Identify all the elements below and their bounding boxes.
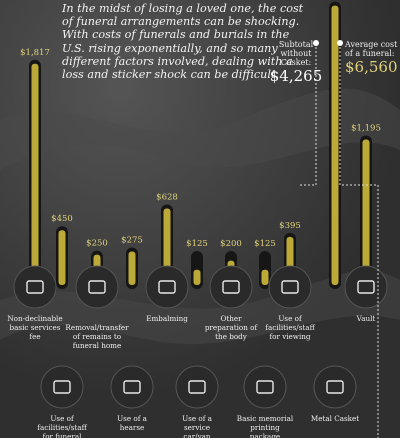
category-label: Metal Casket xyxy=(311,414,359,423)
bar-value-label: $275 xyxy=(121,236,143,246)
bar-value-label: $395 xyxy=(279,221,301,231)
subtotal-value: $4,265 xyxy=(269,67,323,85)
embalming-table-icon xyxy=(158,280,176,294)
category-icon-circle xyxy=(13,265,57,309)
bar-value-label: $1,817 xyxy=(20,48,50,58)
category-icon-circle xyxy=(175,365,219,409)
category-icon-circle xyxy=(40,365,84,409)
casket-icon xyxy=(326,380,344,394)
category-label: Vault xyxy=(356,314,376,323)
bills-icon xyxy=(26,280,44,294)
average-dot xyxy=(337,40,343,46)
category-label: Non-declinable basic services fee xyxy=(7,314,62,341)
category-label: Basic memorial printing package xyxy=(237,414,294,438)
average-value: $6,560 xyxy=(345,58,398,76)
bar-fill xyxy=(193,269,201,285)
bar-fill xyxy=(331,5,339,285)
category-label: Use of a hearse xyxy=(117,414,148,432)
envelope-icon xyxy=(256,380,274,394)
category-icon-circle xyxy=(243,365,287,409)
bar-value-label: $628 xyxy=(156,193,178,203)
category-icon-circle xyxy=(110,365,154,409)
average-connector xyxy=(339,43,379,438)
intro-paragraph: In the midst of losing a loved one, the … xyxy=(62,2,304,82)
bar-fill xyxy=(261,269,269,285)
category-icon-circle xyxy=(75,265,119,309)
truck-icon xyxy=(88,280,106,294)
category-icon-circle xyxy=(268,265,312,309)
subtotal-label: Subtotal without Casket: xyxy=(278,40,314,67)
flower-wreath-icon xyxy=(53,380,71,394)
bar-value-label: $450 xyxy=(51,214,73,224)
category-icon-circle xyxy=(209,265,253,309)
average-label: Average cost of a funeral: xyxy=(345,40,398,58)
category-label: Embalming xyxy=(146,314,188,323)
category-icon-circle xyxy=(145,265,189,309)
bar-fill xyxy=(362,139,370,285)
hands-icon xyxy=(222,280,240,294)
average-callout: Average cost of a funeral: $6,560 xyxy=(345,40,400,76)
category-label: Use of a service car/van xyxy=(182,414,213,438)
bar-value-label: $250 xyxy=(86,239,108,249)
bar-value-label: $125 xyxy=(254,239,276,249)
bar-fill xyxy=(128,251,136,285)
bar-value-label: $1,195 xyxy=(351,124,381,134)
subtotal-connector xyxy=(300,43,317,186)
category-label: Other preparation of the body xyxy=(205,314,259,341)
subtotal-callout: Subtotal without Casket: $4,265 xyxy=(266,40,326,85)
bar-value-label: $125 xyxy=(186,239,208,249)
category-label: Use of facilities/staff for viewing xyxy=(265,314,315,341)
category-icon-circle xyxy=(344,265,388,309)
hearse-icon xyxy=(123,380,141,394)
vault-icon xyxy=(357,280,375,294)
van-icon xyxy=(188,380,206,394)
subtotal-dot xyxy=(313,40,319,46)
category-label: Removal/transfer of remains to funeral hom… xyxy=(65,323,129,350)
bar-fill xyxy=(58,230,66,285)
bar-fill xyxy=(31,63,39,285)
chair-icon xyxy=(281,280,299,294)
category-icon-circle xyxy=(313,365,357,409)
bar-value-label: $200 xyxy=(220,239,242,249)
